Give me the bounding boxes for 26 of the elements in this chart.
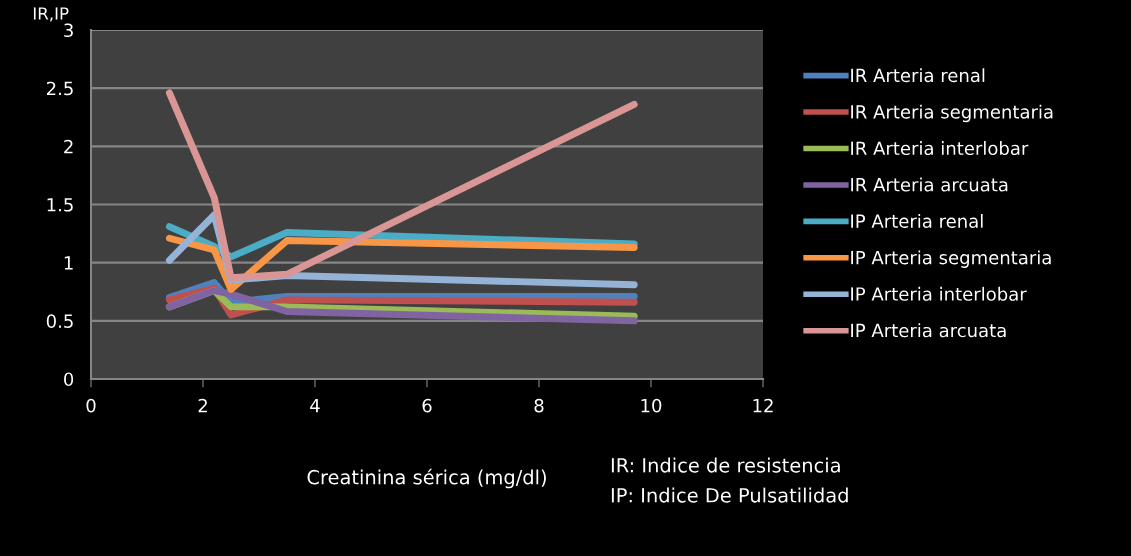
legend-label: IP Arteria segmentaria — [851, 250, 1051, 268]
legend-label: IP Arteria renal — [851, 213, 983, 228]
y-axis-title: IR,IP — [33, 7, 69, 22]
x-axis-title: Creatinina sérica (mg/dl) — [307, 468, 546, 489]
x-tick-label: 2 — [198, 398, 207, 413]
x-tick-label: 6 — [422, 398, 432, 413]
x-tick-label: 12 — [753, 398, 773, 413]
legend-label: IP Arteria arcuata — [851, 323, 1006, 338]
x-tick-label: 4 — [310, 399, 320, 413]
legend-label: IR Arteria interlobar — [851, 141, 1029, 156]
legend-label: IR Arteria arcuata — [851, 177, 1008, 192]
y-tick-label: 0 — [64, 372, 74, 387]
x-tick-label: 10 — [641, 398, 662, 413]
legend-label: IP Arteria interlobar — [851, 286, 1027, 301]
legend-label: IR Arteria segmentaria — [851, 104, 1053, 123]
y-tick-label: 1.5 — [47, 198, 73, 212]
y-tick-label: 3 — [64, 23, 73, 38]
text: IP: Indice De Pulsatilidad — [611, 487, 848, 503]
text: IR: Indice de resistencia — [611, 457, 840, 473]
x-tick-label: 8 — [534, 398, 544, 413]
y-tick-label: 1 — [64, 256, 73, 270]
legend-label: IR Arteria renal — [851, 68, 985, 83]
y-tick-label: 0.5 — [46, 314, 73, 328]
y-tick-label: 2 — [64, 139, 73, 154]
x-tick-label: 0 — [86, 398, 96, 413]
y-tick-label: 2.5 — [46, 81, 73, 96]
